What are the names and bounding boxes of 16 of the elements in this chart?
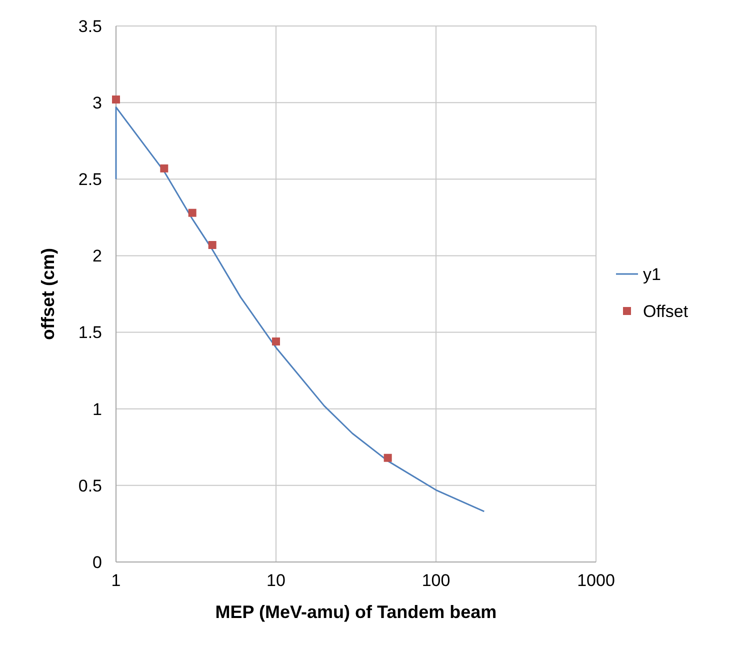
x-tick-label: 100: [422, 571, 450, 590]
x-axis-title: MEP (MeV-amu) of Tandem beam: [215, 602, 497, 622]
x-tick-label: 1: [111, 571, 121, 590]
y-tick-label: 3.5: [78, 16, 102, 36]
y-axis-title: offset (cm): [38, 248, 58, 340]
x-tick-label: 1000: [577, 571, 615, 590]
y-tick-label: 2: [92, 246, 102, 266]
legend-label: y1: [643, 264, 661, 284]
y-tick-label: 2.5: [78, 170, 102, 190]
y-tick-label: 1: [92, 400, 102, 419]
y-tick-label: 0: [92, 552, 102, 572]
legend-label: Offset: [643, 302, 688, 321]
y-tick-label: 3: [92, 94, 102, 113]
y-tick-label: 0.5: [78, 476, 102, 496]
y-tick-label: 1.5: [78, 323, 102, 342]
x-tick-label: 10: [266, 571, 286, 590]
